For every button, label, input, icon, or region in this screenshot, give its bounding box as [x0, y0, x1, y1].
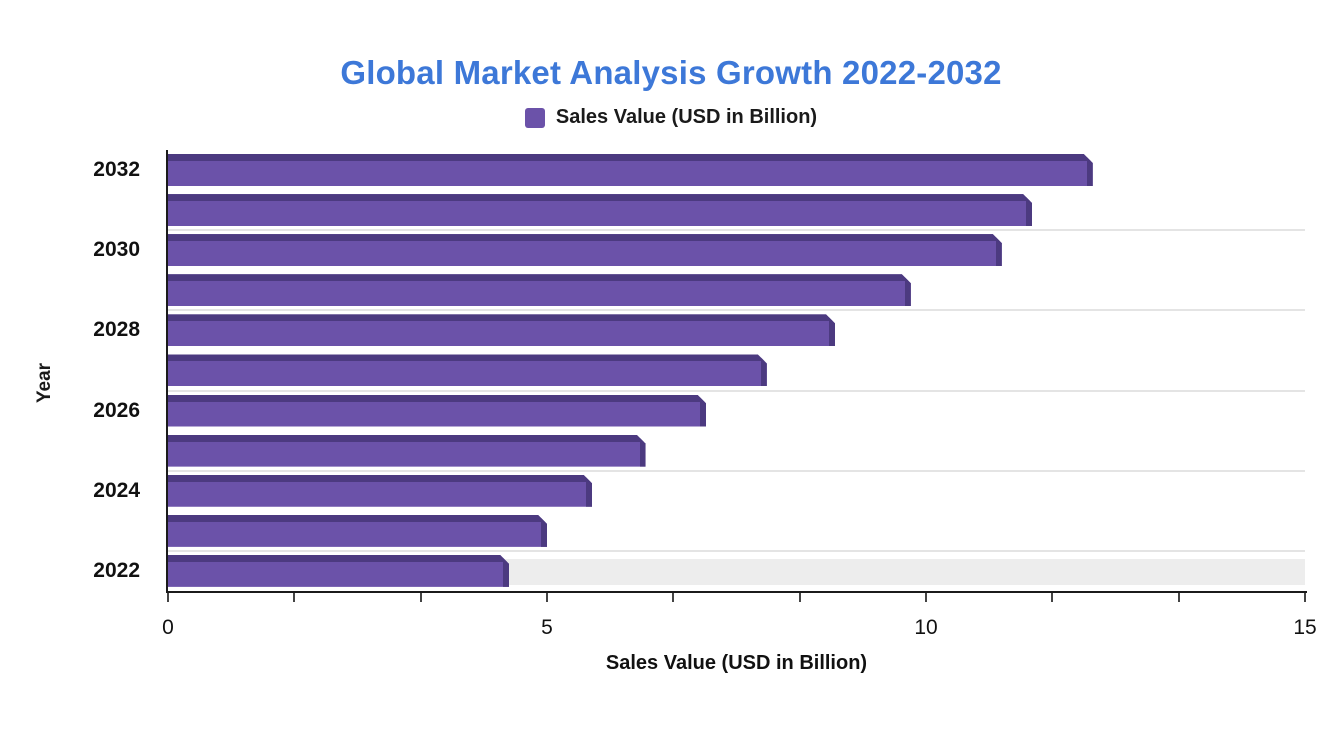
- bar-end-face: [829, 314, 835, 346]
- x-tick-mark: [1177, 593, 1180, 602]
- bar-top-face: [168, 234, 1002, 241]
- gridline: [168, 389, 1305, 392]
- x-tick-mark: [798, 593, 801, 602]
- bar-top-face: [168, 154, 1093, 161]
- x-axis-title: Sales Value (USD in Billion): [605, 652, 868, 674]
- x-axis-line: [166, 591, 1307, 593]
- x-tick-label: 5: [541, 616, 553, 639]
- x-tick-label: 0: [162, 616, 174, 639]
- x-tick-mark: [419, 593, 422, 602]
- bar-top-face: [168, 314, 835, 321]
- y-tick-label: 2028: [93, 318, 140, 342]
- gridline: [168, 229, 1305, 232]
- x-axis-tick-labels: 0 5 10 15: [162, 616, 1317, 644]
- bar-end-face: [700, 395, 706, 427]
- y-axis-tick-labels: 2032 2030 2028 2026 2024 2022: [0, 150, 154, 591]
- gridline: [168, 469, 1305, 472]
- bar-end-face: [761, 354, 767, 386]
- bar-2030: [168, 234, 1002, 266]
- bar-2026: [168, 395, 706, 427]
- bar-2031: [168, 194, 1032, 226]
- bar-top-face: [168, 515, 547, 522]
- x-axis-tick-marks: [167, 593, 1306, 603]
- bar-end-face: [996, 234, 1002, 266]
- y-tick-label: 2030: [93, 238, 140, 262]
- bar-end-face: [905, 274, 911, 306]
- bar-top-face: [168, 475, 592, 482]
- bar-2027: [168, 354, 767, 386]
- y-tick-label: 2024: [93, 478, 140, 502]
- legend: Sales Value (USD in Billion): [0, 106, 1342, 129]
- x-tick-label: 15: [1293, 616, 1317, 639]
- y-axis-line: [166, 150, 168, 593]
- bar-end-face: [1087, 154, 1093, 186]
- gridline: [168, 549, 1305, 552]
- x-tick-mark: [1051, 593, 1054, 602]
- bar-top-face: [168, 194, 1032, 201]
- bar-top-face: [168, 274, 911, 281]
- bar-2022: [168, 555, 509, 587]
- bar-2032: [168, 154, 1093, 186]
- y-tick-label: 2026: [93, 398, 140, 422]
- bar-2025: [168, 435, 646, 467]
- x-tick-mark: [293, 593, 296, 602]
- bar-end-face: [640, 435, 646, 467]
- x-tick-mark: [1304, 593, 1306, 602]
- legend-swatch-icon: [524, 107, 545, 128]
- bar-top-face: [168, 435, 646, 442]
- x-tick-mark: [925, 593, 927, 602]
- bar-2023: [168, 515, 547, 547]
- plot-area: [168, 150, 1305, 591]
- x-tick-mark: [167, 593, 169, 602]
- bar-end-face: [541, 515, 547, 547]
- bar-2029: [168, 274, 911, 306]
- bar-end-face: [1026, 194, 1032, 226]
- bar-top-face: [168, 395, 706, 402]
- x-tick-mark: [672, 593, 675, 602]
- y-tick-label: 2032: [93, 158, 140, 182]
- gridline: [168, 309, 1305, 312]
- y-tick-label: 2022: [93, 558, 140, 582]
- bar-top-face: [168, 354, 767, 361]
- chart-title: Global Market Analysis Growth 2022-2032: [340, 54, 1002, 91]
- bar-end-face: [586, 475, 592, 507]
- bar-top-face: [168, 555, 509, 562]
- bar-2024: [168, 475, 592, 507]
- legend-label: Sales Value (USD in Billion): [555, 106, 818, 128]
- x-tick-mark: [546, 593, 548, 602]
- bar-2028: [168, 314, 835, 346]
- x-tick-label: 10: [914, 616, 938, 639]
- bar-end-face: [503, 555, 509, 587]
